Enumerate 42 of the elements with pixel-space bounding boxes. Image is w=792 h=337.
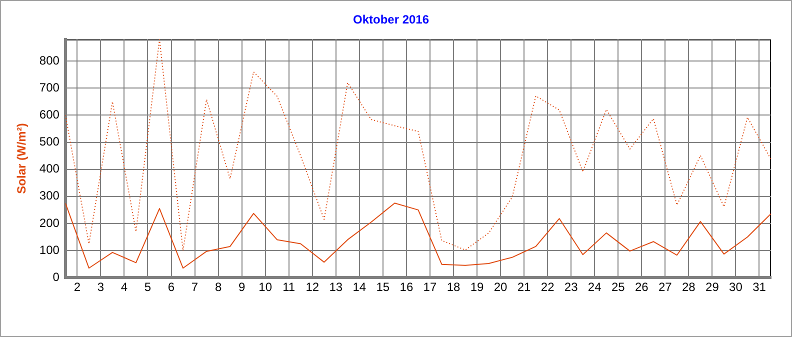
- x-tick-label: 13: [329, 280, 343, 294]
- x-tick-label: 23: [564, 280, 578, 294]
- y-axis-title: Solar (W/m²): [14, 123, 29, 194]
- y-tick-label: 600: [39, 108, 60, 122]
- y-tick-label: 200: [39, 216, 60, 230]
- x-tick-label: 20: [494, 280, 508, 294]
- x-tick-label: 10: [258, 280, 272, 294]
- y-tick-label: 100: [39, 242, 60, 257]
- y-tick-label: 500: [39, 134, 60, 149]
- x-tick-label: 31: [752, 280, 766, 294]
- x-tick-label: 5: [144, 280, 152, 294]
- x-tick-label: 26: [634, 280, 649, 294]
- x-tick-label: 11: [282, 280, 296, 294]
- x-tick-label: 2: [74, 280, 81, 294]
- x-tick-label: 6: [168, 280, 175, 294]
- y-tick-label: 300: [39, 188, 60, 203]
- x-tick-label: 14: [352, 280, 366, 294]
- x-tick-label: 18: [446, 280, 460, 294]
- y-tick-label: 800: [39, 53, 60, 68]
- y-tick-label: 0: [52, 270, 60, 284]
- x-tick-label: 24: [588, 280, 602, 294]
- x-tick-label: 8: [214, 280, 222, 294]
- x-tick-label: 19: [470, 280, 484, 294]
- x-tick-label: 21: [517, 280, 532, 294]
- x-tick-label: 9: [238, 280, 246, 294]
- x-tick-label: 30: [729, 280, 743, 294]
- chart-title: Oktober 2016: [352, 12, 430, 27]
- x-tick-label: 25: [611, 280, 626, 294]
- y-tick-label: 700: [39, 80, 60, 94]
- x-tick-label: 27: [658, 280, 672, 294]
- x-tick-label: 22: [540, 280, 555, 294]
- x-tick-label: 3: [97, 280, 104, 294]
- x-tick-label: 15: [376, 280, 390, 294]
- x-tick-label: 16: [400, 280, 414, 294]
- x-tick-label: 12: [306, 280, 320, 294]
- y-tick-label: 400: [39, 162, 60, 176]
- x-tick-label: 29: [706, 280, 720, 294]
- x-tick-label: 7: [191, 280, 198, 294]
- x-tick-label: 4: [120, 280, 128, 294]
- line-series: [65, 39, 771, 252]
- x-tick-label: 28: [682, 280, 696, 294]
- x-tick-label: 17: [423, 280, 437, 294]
